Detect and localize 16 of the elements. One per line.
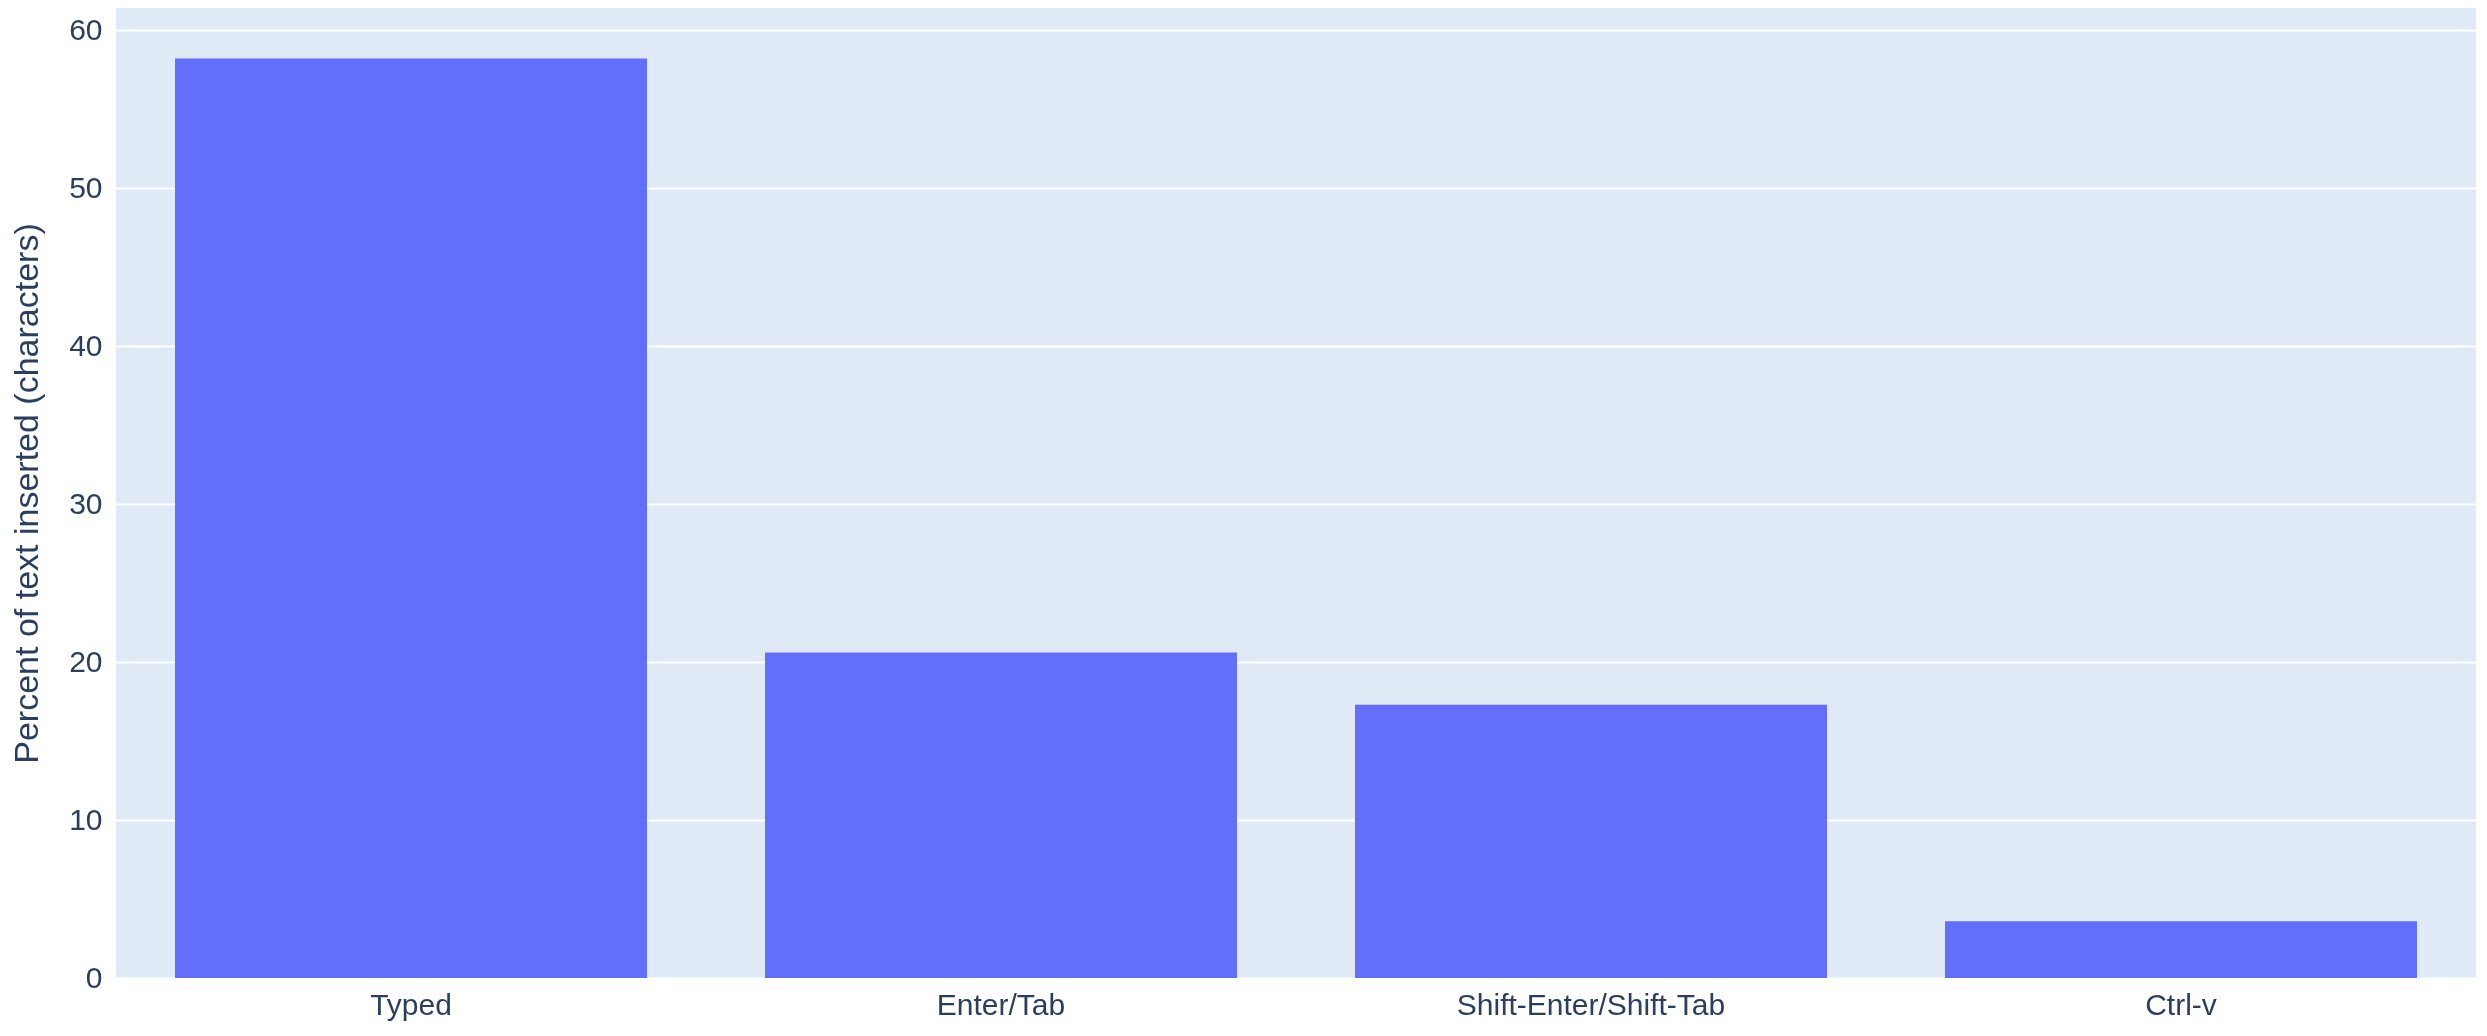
y-tick-label: 50 [69, 170, 103, 204]
x-tick-label: Enter/Tab [936, 987, 1066, 1021]
bar [1945, 921, 2417, 978]
x-tick-label: Shift-Enter/Shift-Tab [1456, 987, 1726, 1021]
y-tick-label: 10 [69, 802, 103, 836]
y-tick-label: 20 [69, 644, 103, 678]
x-tick-label: Typed [370, 987, 452, 1021]
bar [1355, 704, 1827, 978]
y-tick-label: 0 [85, 960, 103, 994]
y-axis-title: Percent of text inserted (characters) [7, 223, 46, 764]
y-tick-label: 30 [69, 486, 103, 520]
x-tick-label: Ctrl-v [2145, 987, 2217, 1021]
bar [765, 652, 1237, 978]
bar [175, 58, 647, 978]
y-tick-label: 40 [69, 328, 103, 362]
y-tick-label: 60 [69, 12, 103, 46]
